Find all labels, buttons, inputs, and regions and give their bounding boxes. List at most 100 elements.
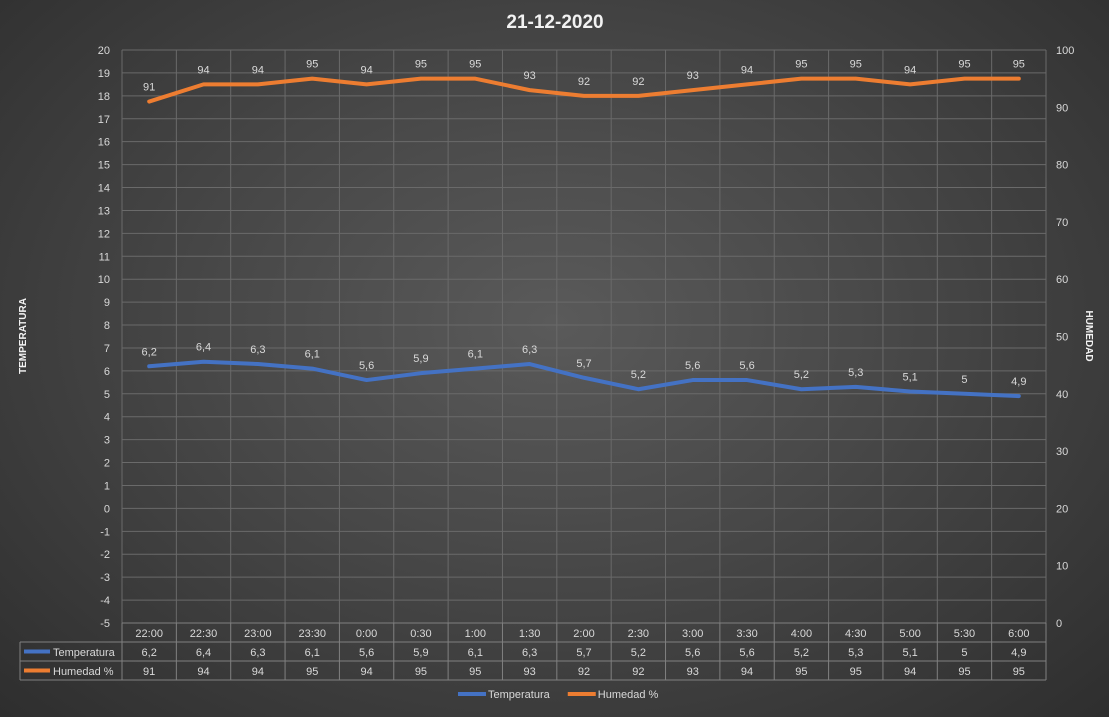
- y2-tick-label: 40: [1056, 389, 1068, 401]
- table-cell: 6,2: [142, 647, 157, 659]
- table-cell: 6,3: [250, 647, 265, 659]
- y-tick-label: 16: [98, 137, 110, 149]
- y-tick-label: 15: [98, 160, 110, 172]
- y-tick-label: 1: [104, 480, 110, 492]
- data-label: 95: [469, 59, 481, 71]
- data-label: 93: [524, 70, 536, 82]
- data-label: 5,6: [739, 360, 754, 372]
- x-tick-label: 0:00: [356, 628, 377, 640]
- y2-tick-label: 70: [1056, 217, 1068, 229]
- x-tick-label: 22:00: [135, 628, 163, 640]
- data-label: 92: [632, 76, 644, 88]
- y2-tick-label: 80: [1056, 160, 1068, 172]
- table-row-header: Humedad %: [53, 666, 114, 678]
- data-label: 94: [252, 64, 264, 76]
- y-tick-label: 20: [98, 45, 110, 57]
- data-label: 5,7: [576, 358, 591, 370]
- gridlines: [121, 49, 1047, 624]
- legend: Temperatura Humedad %: [458, 689, 659, 701]
- data-label: 5,9: [413, 353, 428, 365]
- x-tick-label: 0:30: [410, 628, 431, 640]
- y-tick-label: 4: [104, 412, 110, 424]
- data-label: 95: [795, 59, 807, 71]
- data-label: 6,1: [305, 349, 320, 361]
- y-tick-label: 9: [104, 297, 110, 309]
- x-tick-label: 4:00: [791, 628, 812, 640]
- y-tick-label: -1: [100, 526, 110, 538]
- table-cell: 5,9: [413, 647, 428, 659]
- y2-tick-label: 0: [1056, 618, 1062, 630]
- legend-label: Humedad %: [598, 689, 659, 701]
- table-cell: 4,9: [1011, 647, 1026, 659]
- data-label: 5,2: [631, 369, 646, 381]
- data-label: 6,4: [196, 342, 211, 354]
- y-tick-label: 18: [98, 91, 110, 103]
- y2-tick-label: 60: [1056, 274, 1068, 286]
- table-cell: 91: [143, 666, 155, 678]
- y-tick-label: 11: [99, 251, 110, 263]
- table-cell: 93: [524, 666, 536, 678]
- data-label: 94: [197, 64, 209, 76]
- table-cell: 5: [961, 647, 967, 659]
- table-cell: 5,6: [739, 647, 754, 659]
- y-tick-label: 17: [98, 114, 110, 126]
- y-tick-label: 7: [104, 343, 110, 355]
- y-tick-label: 0: [104, 503, 110, 515]
- data-label: 4,9: [1011, 376, 1026, 388]
- table-cell: 94: [197, 666, 209, 678]
- table-cell: 5,3: [848, 647, 863, 659]
- y2-tick-label: 90: [1056, 102, 1068, 114]
- y-tick-label: -4: [100, 595, 110, 607]
- x-tick-label: 3:00: [682, 628, 703, 640]
- table-cell: 95: [469, 666, 481, 678]
- table-cell: 6,1: [468, 647, 483, 659]
- data-label: 91: [143, 82, 155, 94]
- data-label: 92: [578, 76, 590, 88]
- y-tick-label: -2: [100, 549, 110, 561]
- table-cell: 95: [306, 666, 318, 678]
- table-cell: 5,2: [631, 647, 646, 659]
- y-tick-label: 12: [98, 228, 110, 240]
- table-cell: 5,1: [902, 647, 917, 659]
- table-row-header: Temperatura: [53, 647, 116, 659]
- table-cell: 95: [958, 666, 970, 678]
- data-label: 6,3: [250, 344, 265, 356]
- y-tick-label: 8: [104, 320, 110, 332]
- data-label: 5,3: [848, 367, 863, 379]
- table-cell: 6,4: [196, 647, 211, 659]
- data-label: 95: [958, 59, 970, 71]
- chart-title: 21-12-2020: [506, 12, 603, 33]
- table-cell: 92: [578, 666, 590, 678]
- table-cell: 5,6: [359, 647, 374, 659]
- x-tick-label: 23:30: [298, 628, 326, 640]
- y2-tick-label: 100: [1056, 45, 1074, 57]
- y2-tick-label: 30: [1056, 446, 1068, 458]
- data-label: 5,2: [794, 369, 809, 381]
- data-label: 94: [904, 64, 916, 76]
- x-tick-label: 23:00: [244, 628, 272, 640]
- y2-tick-label: 50: [1056, 332, 1068, 344]
- x-tick-label: 1:00: [465, 628, 486, 640]
- data-table: 22:00 22:30 23:00 23:30 0:00 0:30 1:00 1:30 2:00…: [19, 622, 1047, 681]
- y2-axis-title: HUMEDAD: [1083, 310, 1094, 361]
- table-cell: 92: [632, 666, 644, 678]
- data-label: 94: [360, 64, 372, 76]
- table-cell: 94: [252, 666, 264, 678]
- x-tick-label: 2:30: [628, 628, 649, 640]
- y-tick-label: 13: [98, 205, 110, 217]
- table-cell: 5,7: [576, 647, 591, 659]
- data-label: 5,1: [902, 372, 917, 384]
- table-cell: 95: [850, 666, 862, 678]
- x-tick-label: 2:00: [573, 628, 594, 640]
- y-tick-label: 19: [98, 68, 110, 80]
- table-cell: 6,1: [305, 647, 320, 659]
- x-tick-label: 5:30: [954, 628, 975, 640]
- data-label: 5: [961, 374, 967, 386]
- table-cell: 6,3: [522, 647, 537, 659]
- x-tick-label: 3:30: [736, 628, 757, 640]
- y-tick-label: 5: [104, 389, 110, 401]
- data-label: 6,3: [522, 344, 537, 356]
- x-tick-label: 5:00: [899, 628, 920, 640]
